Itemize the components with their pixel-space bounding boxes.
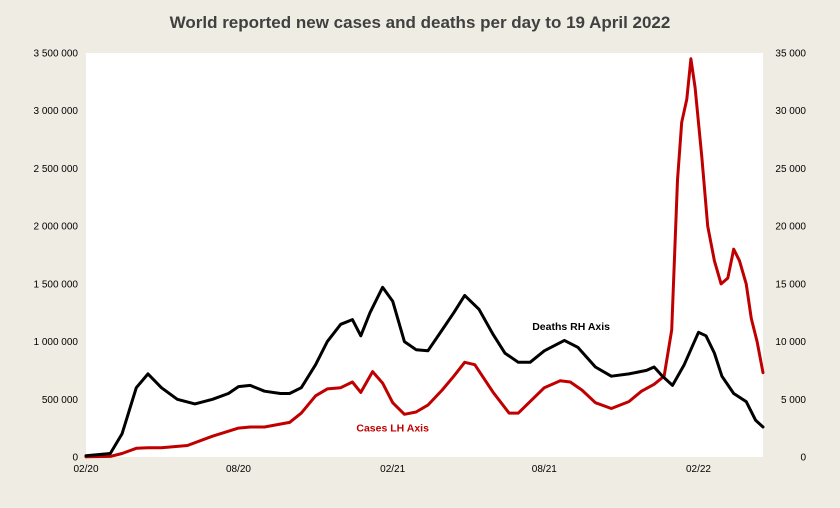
y-right-tick-labels: 0 5 000 10 000 15 000 20 000 25 000 30 000 35 0… <box>775 49 806 464</box>
annotations: Deaths RH Axis Cases LH Axis <box>356 321 610 435</box>
y-left-tick-labels: 0 500 000 1 000 000 1 500 000 2 000 000 2 500… <box>34 49 79 464</box>
y-right-tick-label: 15 000 <box>775 279 806 290</box>
y-right-tick-label: 25 000 <box>775 164 806 175</box>
chart-title: World reported new cases and deaths per … <box>170 13 671 32</box>
plot-area <box>86 53 763 457</box>
x-tick-label: 08/20 <box>226 464 251 475</box>
y-right-tick-label: 10 000 <box>775 337 806 348</box>
y-left-tick-label: 500 000 <box>42 395 79 406</box>
y-left-tick-label: 3 500 000 <box>34 49 79 60</box>
x-tick-label: 08/21 <box>532 464 557 475</box>
x-tick-label: 02/22 <box>686 464 711 475</box>
cases-series-line <box>84 57 765 459</box>
x-tick-labels: 02/20 08/20 02/21 08/21 02/22 <box>73 464 711 475</box>
x-tick-label: 02/20 <box>73 464 98 475</box>
y-right-tick-label: 0 <box>800 453 806 464</box>
y-right-tick-label: 20 000 <box>775 222 806 233</box>
series-lines <box>84 57 765 459</box>
y-left-tick-label: 2 500 000 <box>34 164 79 175</box>
y-left-tick-label: 1 500 000 <box>34 279 79 290</box>
x-tick-label: 02/21 <box>380 464 405 475</box>
y-right-tick-label: 5 000 <box>781 395 806 406</box>
y-right-tick-label: 35 000 <box>775 49 806 60</box>
deaths-annotation: Deaths RH Axis <box>532 321 610 333</box>
cases-annotation: Cases LH Axis <box>356 423 429 435</box>
deaths-series-line <box>84 285 765 458</box>
y-left-tick-label: 1 000 000 <box>34 337 79 348</box>
y-right-tick-label: 30 000 <box>775 106 806 117</box>
y-left-tick-label: 3 000 000 <box>34 106 79 117</box>
y-left-tick-label: 0 <box>72 453 78 464</box>
y-left-tick-label: 2 000 000 <box>34 222 79 233</box>
